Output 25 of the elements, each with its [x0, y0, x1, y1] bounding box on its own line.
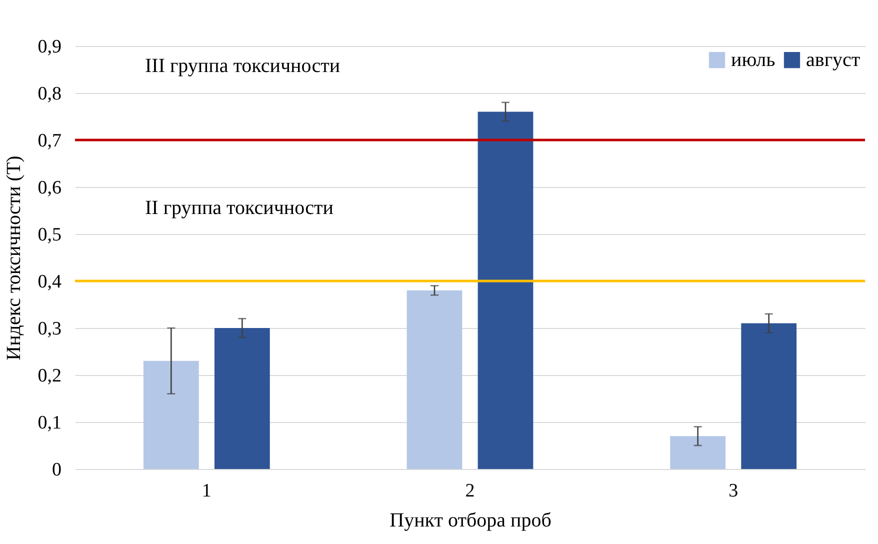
y-tick-label: 0,4 [38, 272, 62, 292]
x-tick-label: 1 [202, 480, 212, 502]
y-tick-label: 0,2 [38, 366, 62, 386]
bar [741, 323, 797, 469]
legend-label: август [806, 49, 860, 71]
y-tick-label: 0,1 [38, 412, 62, 434]
x-axis-title: Пункт отбора проб [390, 510, 552, 532]
annotation: II группа токсичности [145, 197, 334, 219]
y-tick-label: 0,6 [38, 178, 62, 198]
x-tick-label: 3 [728, 480, 738, 502]
y-axis-title: Индекс токсичности (Т) [2, 156, 25, 360]
bar [214, 328, 270, 469]
bar [478, 112, 534, 469]
y-tick-label: 0,8 [38, 84, 62, 104]
x-tick-label: 2 [465, 480, 475, 502]
y-tick-label: 0,7 [38, 130, 62, 152]
bar [670, 436, 726, 469]
y-tick-label: 0,3 [38, 318, 62, 340]
y-tick-label: 0,9 [38, 36, 62, 58]
y-tick-label: 0 [52, 460, 62, 480]
bar [143, 360, 199, 469]
legend-label: июль [731, 49, 776, 71]
bar [406, 290, 462, 469]
y-tick-label: 0,5 [38, 224, 62, 246]
annotation: III группа токсичности [145, 55, 340, 77]
